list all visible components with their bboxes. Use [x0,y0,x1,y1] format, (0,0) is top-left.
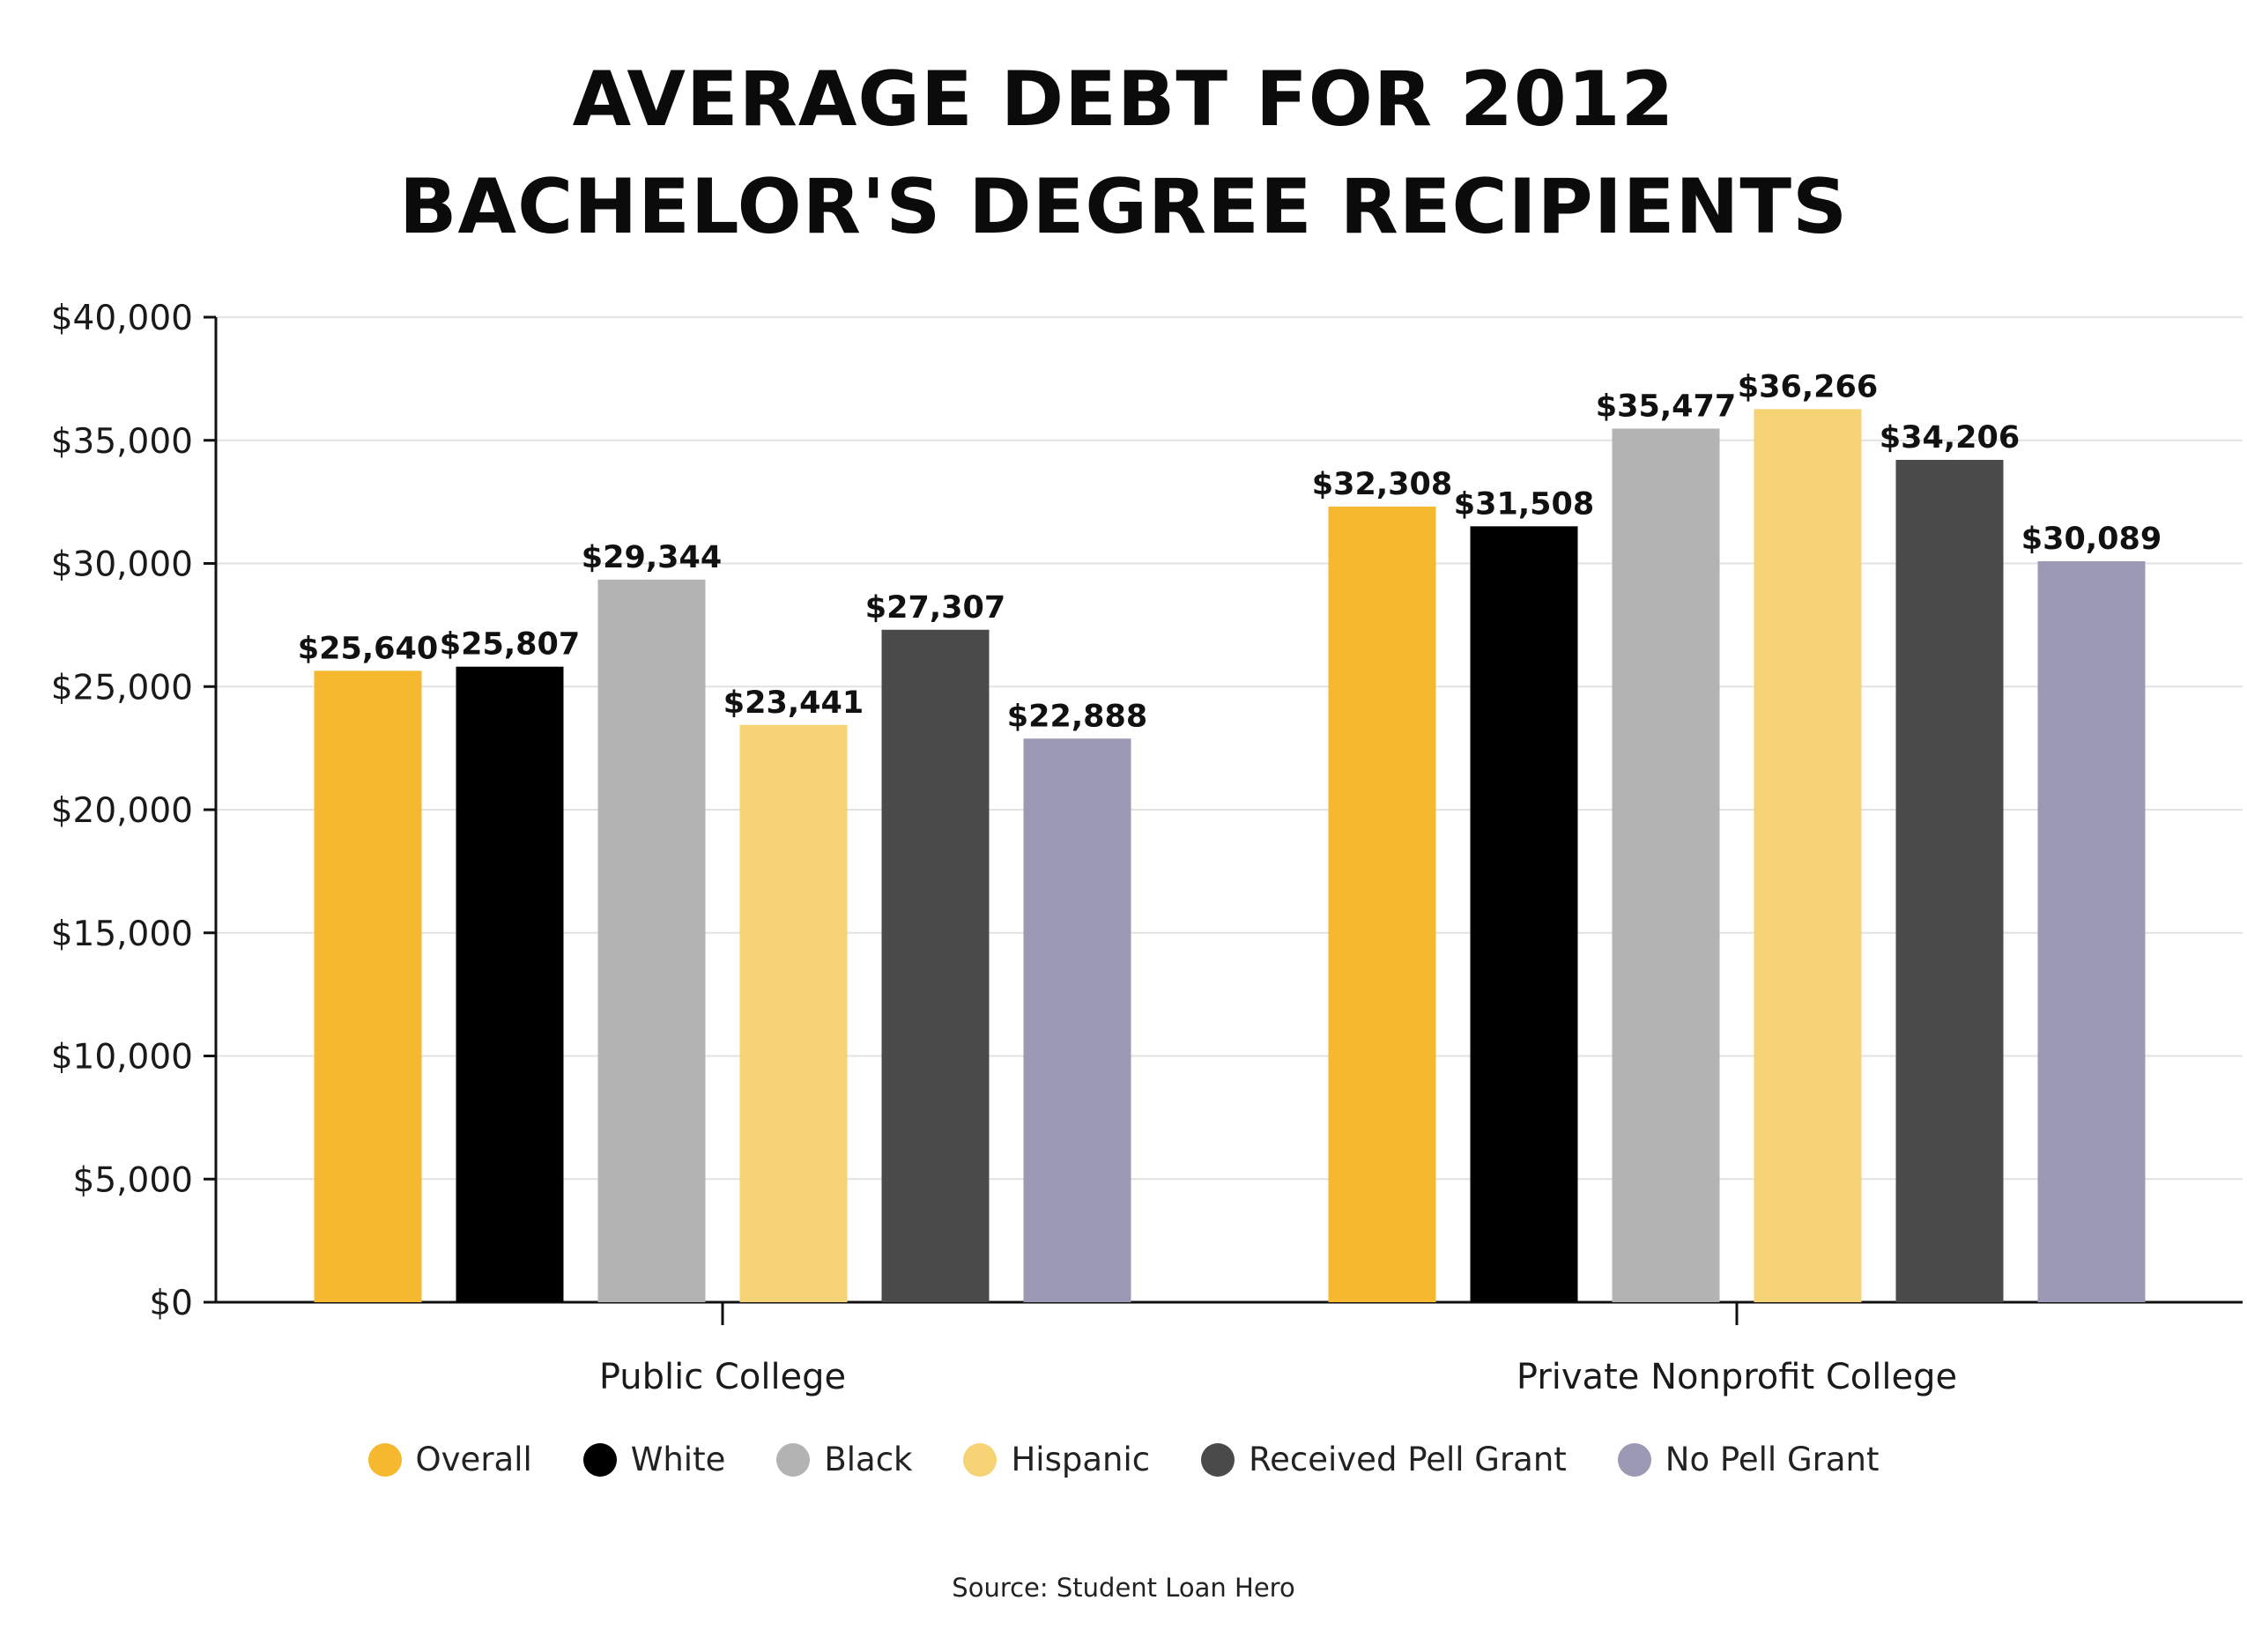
legend-swatch [367,1442,402,1477]
chart-title: AVERAGE DEBT FOR 2012 BACHELOR'S DEGREE … [0,46,2247,261]
chart-title-line-2: BACHELOR'S DEGREE RECIPIENTS [398,163,1849,251]
data-label: $32,308 [1312,467,1452,502]
source-note: Source: Student Loan Hero [952,1573,1295,1603]
data-label: $29,344 [582,540,722,575]
bar [597,579,706,1302]
legend-item: Hispanic [963,1441,1150,1478]
x-tick-label: Public College [599,1357,846,1397]
y-tick-label: $5,000 [73,1160,193,1200]
x-tick-label: Private Nonprofit College [1517,1357,1957,1397]
legend-item: Black [776,1441,912,1478]
y-tick-label: $25,000 [51,668,193,707]
legend-swatch [963,1442,997,1477]
data-label: $23,441 [723,685,864,721]
data-label: $36,266 [1738,369,1878,404]
chart-title-line-1: AVERAGE DEBT FOR 2012 [572,56,1675,144]
legend-swatch [1201,1442,1235,1477]
chart-legend: Overall White Black Hispanic Received Pell G… [0,1441,2247,1478]
data-label: $27,307 [865,590,1005,626]
legend-label: Black [824,1441,913,1478]
y-tick-label: $0 [149,1284,193,1323]
data-label: $25,807 [440,627,580,663]
legend-label: Overall [415,1441,532,1478]
y-tick-label: $10,000 [51,1038,193,1078]
legend-swatch [1617,1442,1651,1477]
data-label: $25,640 [298,631,438,666]
legend-item: Received Pell Grant [1201,1441,1567,1478]
legend-swatch [776,1442,811,1477]
data-label: $22,888 [1007,699,1147,734]
legend-label: Hispanic [1011,1441,1151,1478]
legend-label: No Pell Grant [1665,1441,1880,1478]
y-tick-label: $15,000 [51,915,193,954]
bar [739,724,848,1302]
bar [1895,459,2004,1302]
y-tick-label: $20,000 [51,791,193,831]
bar [1754,409,1862,1302]
legend-item: Overall [367,1441,532,1478]
bar [2037,561,2146,1302]
data-label: $34,206 [1880,420,2020,456]
bar [456,666,564,1302]
bar [1023,738,1131,1302]
bar [1328,506,1436,1302]
bar [314,670,422,1302]
bar-chart: $0 $5,000 $10,000 $15,000 $20,000 $25,000 $30,… [51,299,2243,1397]
y-tick-label: $35,000 [51,422,193,462]
bar [1470,526,1578,1302]
legend-label: Received Pell Grant [1249,1441,1567,1478]
bar [881,629,990,1302]
legend-item: No Pell Grant [1617,1441,1880,1478]
legend-swatch [582,1442,617,1477]
legend-item: White [582,1441,726,1478]
data-label: $35,477 [1596,389,1736,424]
y-tick-label: $30,000 [51,545,193,585]
legend-label: White [630,1441,726,1478]
y-tick-label: $40,000 [51,299,193,338]
data-label: $31,508 [1454,486,1594,522]
data-label: $30,089 [2021,522,2162,557]
bar [1612,428,1720,1302]
